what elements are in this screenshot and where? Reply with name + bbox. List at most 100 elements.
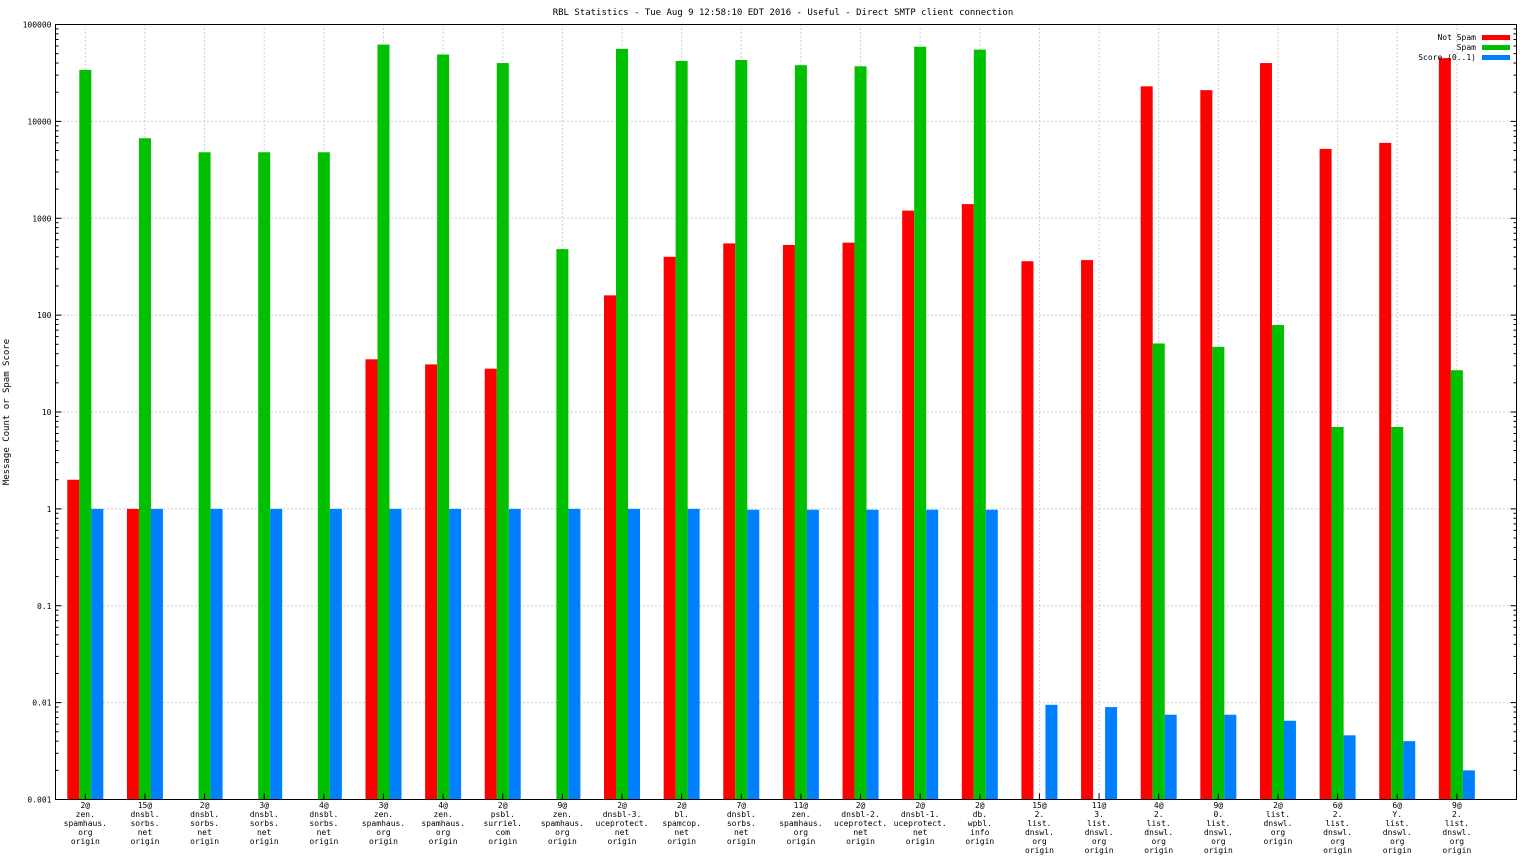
x-tick-label: list. [1445,819,1469,828]
x-tick-label: 11@ [794,801,809,810]
bar-not-spam [842,242,855,800]
bar-score-0-1 [1343,735,1356,800]
x-tick-label: dnsbl. [190,810,219,819]
x-tick-label: origin [250,837,279,846]
x-tick-label: org [1211,837,1226,846]
legend-label: Spam [1457,43,1476,52]
bar-not-spam [365,359,378,800]
bar-spam [1450,370,1463,800]
bar-score-0-1 [1164,714,1177,800]
x-tick-label: spamhaus. [541,819,584,828]
bar-score-0-1 [568,508,581,800]
y-tick-label: 1 [47,505,52,514]
x-tick-label: sorbs. [190,819,219,828]
x-tick-label: 2. [1154,810,1164,819]
x-tick-label: 15@ [1032,801,1047,810]
x-tick-label: surriel. [483,819,522,828]
x-tick-label: dnsbl. [250,810,279,819]
x-tick-label: 2@ [80,801,90,810]
x-tick-label: 15@ [138,801,153,810]
x-tick-label: 2@ [498,801,508,810]
bar-score-0-1 [1105,707,1118,800]
x-tick-label: dnswl. [1383,828,1412,837]
x-tick-label: net [615,828,630,837]
x-tick-label: list. [1385,819,1409,828]
x-tick-label: list. [1147,819,1171,828]
legend-label: Not Spam [1437,33,1476,42]
x-tick-label: origin [1025,846,1054,855]
x-tick-label: origin [190,837,219,846]
bar-score-0-1 [270,508,283,800]
bar-score-0-1 [1403,741,1416,800]
y-tick-label: 1000 [32,214,51,223]
x-tick-label: net [317,828,332,837]
x-tick-label: 9@ [1214,801,1224,810]
y-axis-label: Message Count or Spam Score [2,339,12,485]
x-tick-label: 4@ [319,801,329,810]
x-tick-label: list. [1266,810,1290,819]
x-tick-label: db. [973,810,987,819]
x-tick-label: origin [71,837,100,846]
bar-spam [258,152,271,800]
x-tick-label: origin [1264,837,1293,846]
bar-score-0-1 [1462,770,1475,800]
x-tick-label: net [734,828,749,837]
bar-spam [437,54,450,800]
x-tick-label: uceprotect. [596,819,649,828]
x-tick-label: origin [1383,846,1412,855]
x-tick-label: origin [965,837,994,846]
bar-spam [1212,346,1225,800]
x-tick-label: net [913,828,928,837]
x-tick-label: origin [786,837,815,846]
x-tick-label: dnswl. [1204,828,1233,837]
bar-spam [377,44,390,800]
chart-title: RBL Statistics - Tue Aug 9 12:58:10 EDT … [553,8,1014,18]
x-tick-label: 6@ [1392,801,1402,810]
bar-not-spam [663,256,676,800]
x-tick-label: 2@ [677,801,687,810]
bar-score-0-1 [926,509,939,800]
x-tick-label: dnsbl. [727,810,756,819]
x-tick-label: org [794,828,809,837]
x-tick-label: org [1032,837,1047,846]
x-tick-label: origin [309,837,338,846]
x-tick-label: org [1271,828,1286,837]
bar-not-spam [67,479,80,800]
x-tick-label: dnsbl-2. [841,810,880,819]
bar-spam [914,46,927,800]
x-tick-label: 2. [1035,810,1045,819]
bar-score-0-1 [210,508,223,800]
x-tick-label: origin [1085,846,1114,855]
bar-spam [317,152,330,800]
y-tick-label: 10000 [27,117,51,126]
x-tick-label: 2. [1452,810,1462,819]
bar-score-0-1 [91,508,104,800]
bar-score-0-1 [806,509,819,800]
x-tick-label: psbl. [491,810,515,819]
x-tick-label: org [376,828,391,837]
bar-spam [735,60,748,800]
bar-spam [79,69,92,800]
bar-score-0-1 [449,508,462,800]
x-tick-label: org [1390,837,1405,846]
x-tick-label: origin [1323,846,1352,855]
bar-not-spam [1021,261,1034,800]
bar-spam [138,138,151,800]
bar-spam [1152,343,1165,800]
x-tick-label: org [78,828,93,837]
legend-swatch [1482,55,1510,60]
x-tick-label: origin [846,837,875,846]
x-tick-label: 2@ [915,801,925,810]
x-tick-label: spamhaus. [64,819,107,828]
x-tick-label: origin [727,837,756,846]
bar-spam [1391,427,1404,800]
y-tick-label: 0.001 [27,796,51,805]
x-tick-label: info [970,828,989,837]
bar-score-0-1 [150,508,163,800]
x-tick-label: list. [1206,819,1230,828]
x-tick-label: 4@ [438,801,448,810]
bar-not-spam [723,243,736,800]
x-tick-label: origin [548,837,577,846]
bar-not-spam [961,204,974,800]
